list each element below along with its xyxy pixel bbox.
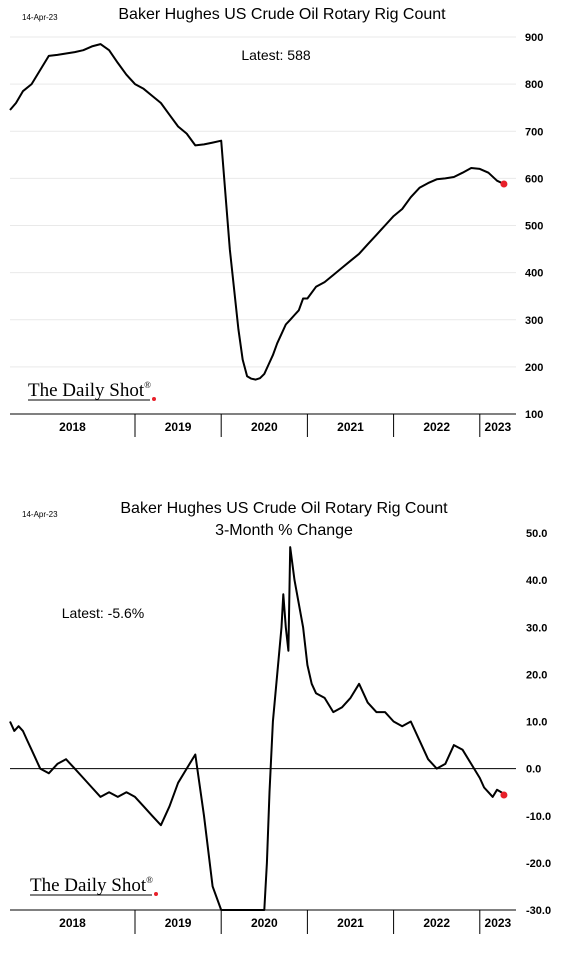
chart-title: Baker Hughes US Crude Oil Rotary Rig Cou… [118,6,446,23]
chart-subtitle: 3-Month % Change [215,522,353,539]
x-tick-label: 2019 [165,916,192,930]
chart-panel-3m-change: 14-Apr-23 Baker Hughes US Crude Oil Rota… [9,500,551,934]
year-dividers [134,414,481,437]
y-tick-labels: 100 200 300 400 500 600 700 800 900 [525,32,543,421]
x-tick-labels: 2018 2019 2020 2021 2022 2023 [59,420,511,434]
x-tick-label: 2022 [423,916,450,930]
y-tick-label: 800 [525,79,543,91]
y-tick-label: 30.0 [526,622,547,634]
latest-label-background [186,40,352,70]
svg-text:The Daily Shot®: The Daily Shot® [30,875,153,896]
daily-shot-logo: The Daily Shot® [28,380,156,401]
chart-title: Baker Hughes US Crude Oil Rotary Rig Cou… [120,500,448,517]
x-tick-label: 2020 [251,420,278,434]
year-dividers [134,910,481,934]
y-tick-label: 200 [525,362,543,374]
latest-label-background [38,598,198,628]
logo-mark: ® [146,875,153,885]
x-tick-label: 2019 [165,420,192,434]
latest-annotation: Latest: 588 [241,47,310,63]
y-tick-label: -10.0 [526,811,551,823]
y-tick-label: 10.0 [526,717,547,729]
daily-shot-logo: The Daily Shot® [30,875,158,896]
x-tick-label: 2023 [485,420,512,434]
x-tick-labels: 2018 2019 2020 2021 2022 2023 [59,916,511,930]
y-tick-label: 50.0 [526,528,547,540]
date-label: 14-Apr-23 [22,13,58,22]
y-tick-label: 100 [525,409,543,421]
logo-dot [152,397,156,401]
y-tick-label: 0.0 [526,764,541,776]
svg-text:The Daily Shot®: The Daily Shot® [28,380,151,401]
logo-dot [154,892,158,896]
y-tick-labels: -30.0 -20.0 -10.0 0.0 10.0 20.0 30.0 40.0 50.0 [526,528,551,917]
x-tick-label: 2022 [423,420,450,434]
x-tick-label: 2020 [251,916,278,930]
date-label: 14-Apr-23 [22,510,58,519]
chart-panel-rig-count: 14-Apr-23 Baker Hughes US Crude Oil Rota… [9,6,543,437]
series-line [9,546,505,911]
y-tick-label: 600 [525,173,543,185]
y-tick-label: 20.0 [526,669,547,681]
x-tick-label: 2021 [337,420,364,434]
y-tick-label: 700 [525,126,543,138]
x-tick-label: 2021 [337,916,364,930]
logo-mark: ® [144,380,151,390]
x-tick-label: 2023 [485,916,512,930]
y-tick-label: 40.0 [526,575,547,587]
y-tick-label: 900 [525,32,543,44]
series-line [9,43,505,381]
x-tick-label: 2018 [59,916,86,930]
y-tick-label: 400 [525,268,543,280]
y-tick-label: 500 [525,221,543,233]
x-tick-label: 2018 [59,420,86,434]
logo-text: The Daily Shot [28,380,145,401]
latest-marker [500,180,508,188]
latest-marker [500,791,508,799]
grid [10,36,516,368]
y-tick-label: -30.0 [526,905,551,917]
y-tick-label: -20.0 [526,858,551,870]
logo-text: The Daily Shot [30,875,147,896]
latest-annotation: Latest: -5.6% [62,605,145,621]
y-tick-label: 300 [525,315,543,327]
